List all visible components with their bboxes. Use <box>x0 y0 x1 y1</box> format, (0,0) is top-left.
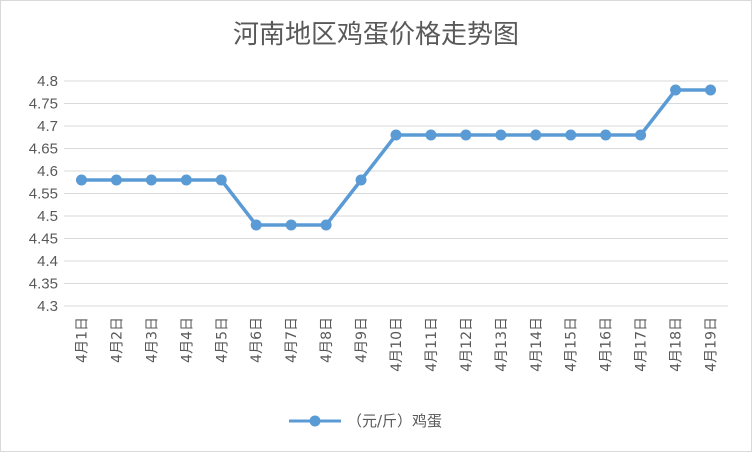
y-tick-label: 4.65 <box>29 141 58 158</box>
x-tick-label: 4月3日 <box>144 317 160 363</box>
data-point <box>600 129 612 141</box>
y-tick-label: 4.3 <box>37 298 58 315</box>
y-tick-label: 4.4 <box>37 253 58 270</box>
data-point <box>565 129 577 141</box>
data-point <box>670 84 682 96</box>
x-tick-label: 4月12日 <box>459 317 475 372</box>
y-tick-label: 4.45 <box>29 231 58 248</box>
y-tick-label: 4.8 <box>37 73 58 90</box>
x-tick-label: 4月2日 <box>109 317 125 363</box>
data-point <box>635 129 647 141</box>
legend-marker <box>309 415 321 427</box>
legend: （元/斤）鸡蛋 <box>289 412 442 430</box>
x-tick-label: 4月9日 <box>354 317 370 363</box>
x-tick-label: 4月18日 <box>669 317 685 372</box>
data-point <box>110 174 122 186</box>
data-point <box>320 219 332 231</box>
x-tick-label: 4月6日 <box>249 317 265 363</box>
data-point <box>355 174 367 186</box>
x-tick-label: 4月16日 <box>599 317 615 372</box>
x-tick-label: 4月5日 <box>214 317 230 363</box>
series-layer <box>75 84 717 231</box>
x-tick-label: 4月1日 <box>74 317 90 363</box>
data-point <box>390 129 402 141</box>
x-axis-ticks: 4月1日 4月2日 4月3日 4月4日 4月5日 4月6日 4月7日 4月8日 4月9日 4月10… <box>74 317 719 372</box>
legend-label: （元/斤）鸡蛋 <box>347 412 442 430</box>
x-tick-label: 4月11日 <box>424 317 440 372</box>
y-tick-label: 4.35 <box>29 276 58 293</box>
x-tick-label: 4月14日 <box>529 317 545 372</box>
data-point <box>75 174 87 186</box>
y-tick-label: 4.55 <box>29 186 58 203</box>
y-tick-label: 4.75 <box>29 96 58 113</box>
data-point <box>530 129 542 141</box>
series-line <box>79 88 713 227</box>
x-tick-label: 4月13日 <box>494 317 510 372</box>
x-tick-label: 4月4日 <box>179 317 195 363</box>
data-point <box>705 84 717 96</box>
data-point <box>250 219 262 231</box>
data-point <box>215 174 227 186</box>
x-tick-label: 4月17日 <box>634 317 650 372</box>
gridlines <box>64 80 728 307</box>
chart-title: 河南地区鸡蛋价格走势图 <box>233 20 519 50</box>
y-tick-label: 4.5 <box>37 208 58 225</box>
data-point <box>495 129 507 141</box>
x-tick-label: 4月15日 <box>564 317 580 372</box>
x-tick-label: 4月10日 <box>389 317 405 372</box>
y-tick-label: 4.7 <box>37 118 58 135</box>
data-point <box>425 129 437 141</box>
data-point <box>285 219 297 231</box>
data-point <box>145 174 157 186</box>
y-axis-ticks: 4.3 4.35 4.4 4.45 4.5 4.55 4.6 4.65 4.7 4.75 4.8 <box>29 73 58 315</box>
x-tick-label: 4月8日 <box>319 317 335 363</box>
x-tick-label: 4月7日 <box>284 317 300 363</box>
data-point <box>460 129 472 141</box>
data-point <box>180 174 192 186</box>
y-tick-label: 4.6 <box>37 163 58 180</box>
x-tick-label: 4月19日 <box>704 317 720 372</box>
